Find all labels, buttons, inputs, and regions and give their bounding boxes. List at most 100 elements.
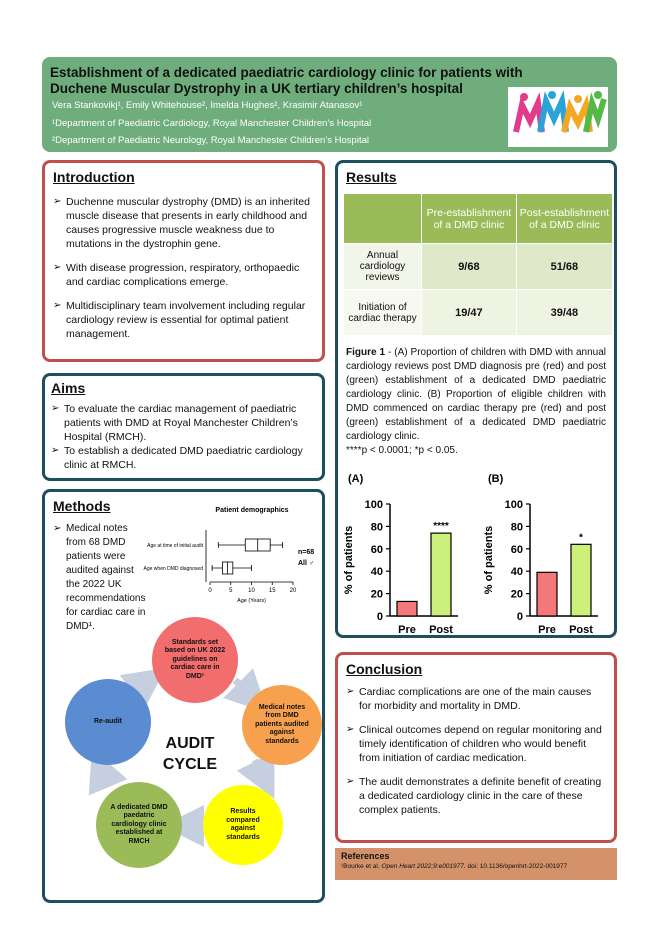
x-tick-label: 20 [290, 588, 297, 594]
y-axis-label: % of patients [343, 526, 355, 594]
aims-panel: Aims To evaluate the cardiac management … [42, 373, 325, 481]
reference: ¹Bourke et al. Open Heart 2022;9:e001977… [341, 863, 611, 870]
arrow [119, 667, 167, 710]
results-table: Pre-establishment of a DMD clinic Post-e… [343, 193, 614, 336]
logo-head [548, 91, 556, 99]
header-panel: Establishment of a dedicated paediatric … [42, 57, 617, 152]
title: Establishment of a dedicated paediatric … [50, 65, 523, 96]
ref-part: ¹Bourke et al. [341, 863, 380, 870]
caption: Figure 1 - (A) Proportion of children wi… [346, 346, 606, 444]
heading: References [341, 851, 390, 861]
bullet-list: Cardiac complications are one of the mai… [346, 685, 606, 817]
logo [508, 87, 608, 147]
significance-marker: **** [433, 521, 449, 532]
caption-label: Figure 1 [346, 347, 386, 358]
bar-chart: (A) % of patients 0 20 40 60 80 100 Pre Post **** [343, 473, 458, 636]
cycle-step: A dedicated DMD paedatric cardiology cli… [96, 782, 182, 868]
heading: Conclusion [346, 661, 423, 677]
results-panel: Results Pre-establishment of a DMD clini… [335, 160, 617, 638]
logo-figure [513, 92, 545, 133]
annotation: n=68 [298, 549, 314, 556]
x-tick-label: Pre [398, 624, 416, 636]
bullet: The audit demonstrates a definite benefi… [346, 775, 606, 817]
cycle-step: Standards set based on UK 2022 guideline… [152, 617, 238, 703]
heading: Aims [51, 380, 86, 396]
bar [396, 600, 418, 617]
logo-figure [583, 92, 607, 133]
bullet: Multidisciplinary team involvement inclu… [53, 299, 314, 341]
cycle-step: Medical notes from DMD patients audited … [242, 685, 322, 765]
references-panel: References ¹Bourke et al. Open Heart 202… [335, 848, 617, 880]
bar [570, 543, 592, 617]
bullet: To establish a dedicated DMD paediatric … [51, 444, 316, 472]
x-tick-label: Pre [538, 624, 556, 636]
cycle-step: Re-audit [65, 679, 151, 765]
y-tick-label: 40 [511, 566, 523, 578]
x-tick-label: 0 [208, 588, 212, 594]
authors: Vera Stankovikj¹, Emily Whitehouse², Ime… [52, 100, 363, 111]
y-tick-label: 20 [371, 589, 383, 601]
arrow [223, 668, 268, 713]
logo-head [520, 93, 528, 101]
arrow [236, 751, 275, 799]
table-corner [343, 193, 422, 244]
row-header: Initiation of cardiac therapy [343, 289, 422, 336]
audit-arrows [88, 667, 275, 847]
x-tick-label: 5 [229, 588, 233, 594]
table-cell: 19/47 [421, 289, 517, 336]
significance-marker: * [579, 532, 583, 543]
bar [536, 571, 558, 617]
bullet: With disease progression, respiratory, o… [53, 261, 314, 289]
conclusion-panel: Conclusion Cardiac complications are one… [335, 652, 617, 843]
bar-chart: (B) % of patients 0 20 40 60 80 100 Pre Post * [483, 473, 598, 636]
x-tick-label: 10 [248, 588, 255, 594]
y-tick-label: 80 [371, 521, 383, 533]
table-cell: 9/68 [421, 243, 517, 290]
y-tick-label: 0 [377, 611, 383, 623]
bullet-list: Duchenne muscular dystrophy (DMD) is an … [53, 195, 314, 341]
y-tick-label: 100 [505, 499, 523, 511]
table-cell: 51/68 [515, 243, 614, 290]
bar [430, 532, 452, 617]
cycle-title: AUDIT CYCLE [162, 735, 218, 773]
bullet: Clinical outcomes depend on regular moni… [346, 723, 606, 765]
y-tick-label: 100 [365, 499, 383, 511]
logo-figure [537, 90, 569, 133]
x-tick-label: Post [569, 624, 593, 636]
ref-part: doi: 10.1136/openhrt-2022-001977 [467, 863, 568, 870]
y-tick-label: 0 [517, 611, 523, 623]
introduction-panel: Introduction Duchenne muscular dystrophy… [42, 160, 325, 362]
annotation: All ♂ [298, 560, 314, 567]
bullet: Medical notes from 68 DMD patients were … [53, 522, 148, 634]
x-tick-label: 15 [269, 588, 276, 594]
y-tick-label: 60 [371, 544, 383, 556]
ref-journal: Open Heart 2022;9:e001977. [381, 863, 466, 870]
y-tick-label: 60 [511, 544, 523, 556]
bullet-list: Medical notes from 68 DMD patients were … [53, 522, 148, 634]
category-label: Age when DMD diagnosed [144, 566, 204, 572]
y-axis-label: % of patients [483, 526, 495, 594]
x-tick-label: Post [429, 624, 453, 636]
heading: Methods [53, 498, 111, 514]
y-tick-label: 40 [371, 566, 383, 578]
logo-head [594, 91, 602, 99]
affiliation: ¹Department of Paediatric Cardiology, Ro… [52, 118, 372, 129]
logo-head [574, 95, 582, 103]
column-header: Post-establishment of a DMD clinic [515, 193, 614, 244]
significance: ****p < 0.0001; *p < 0.05. [346, 445, 458, 456]
row-header: Annual cardiology reviews [343, 243, 422, 290]
category-label: Age at time of initial audit [147, 543, 203, 549]
y-tick-label: 20 [511, 589, 523, 601]
chart-title: (A) [348, 473, 364, 485]
cycle-step: Results compared against standards [203, 785, 283, 865]
bullet-list: To evaluate the cardiac management of pa… [51, 402, 316, 472]
affiliation: ²Department of Paediatric Neurology, Roy… [52, 135, 369, 146]
y-tick-label: 80 [511, 521, 523, 533]
chart-title: Patient demographics [215, 507, 288, 514]
caption-text: - (A) Proportion of children with DMD wi… [346, 347, 606, 442]
arrow [88, 748, 128, 796]
heading: Results [346, 169, 397, 185]
bullet: Duchenne muscular dystrophy (DMD) is an … [53, 195, 314, 251]
heading: Introduction [53, 169, 135, 185]
